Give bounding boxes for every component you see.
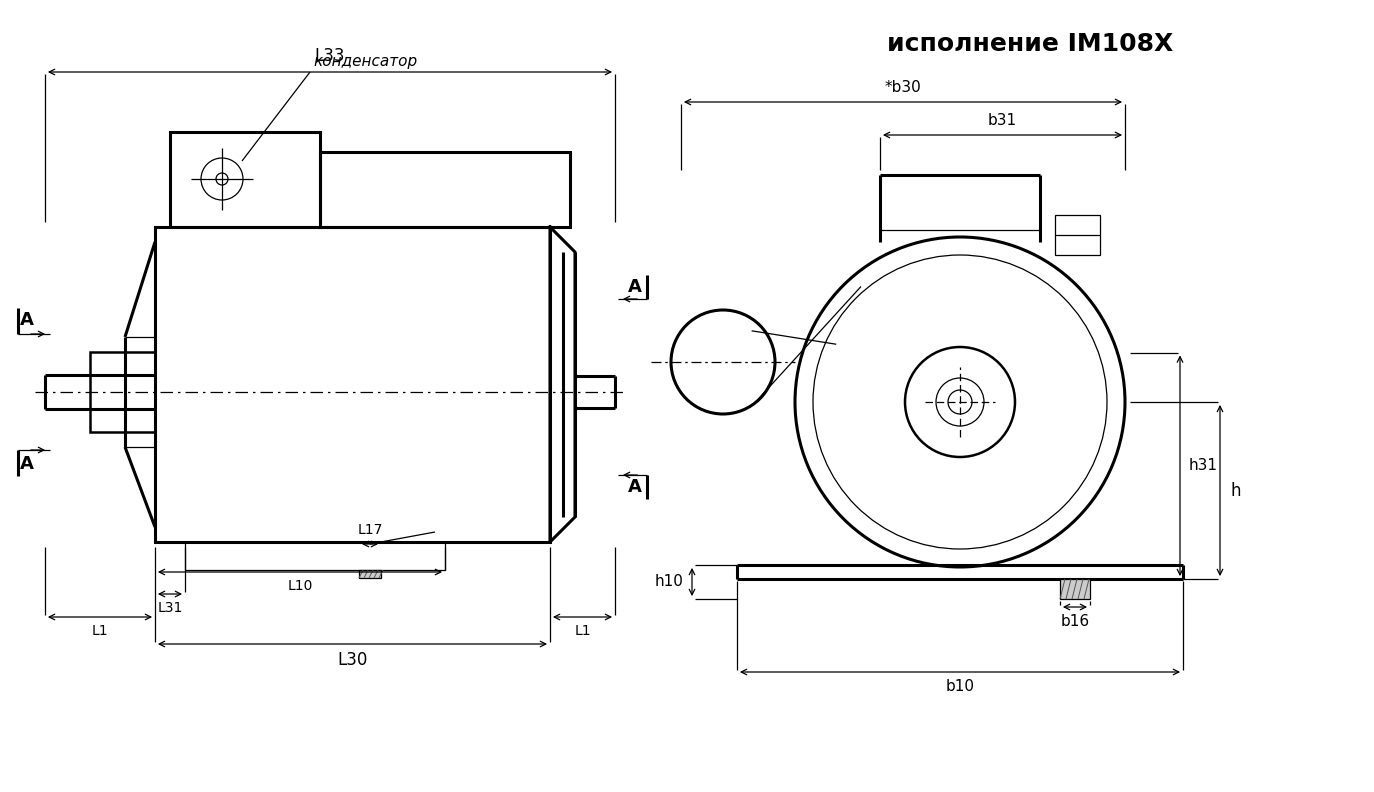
Bar bbox=[91, 352, 155, 432]
Text: A: A bbox=[628, 478, 642, 496]
Text: L33: L33 bbox=[315, 47, 345, 65]
Text: L31: L31 bbox=[157, 601, 183, 615]
Text: исполнение IM108X: исполнение IM108X bbox=[886, 32, 1173, 56]
Polygon shape bbox=[550, 227, 574, 542]
Text: A: A bbox=[21, 455, 34, 473]
Bar bbox=[185, 542, 445, 570]
Text: b31: b31 bbox=[988, 113, 1017, 128]
Text: h10: h10 bbox=[655, 574, 684, 589]
Text: b16: b16 bbox=[1061, 614, 1090, 629]
Text: конденсатор: конденсатор bbox=[313, 54, 418, 69]
Bar bbox=[320, 152, 570, 227]
Bar bbox=[1055, 215, 1101, 255]
Text: *b30: *b30 bbox=[885, 80, 922, 95]
Text: L17: L17 bbox=[357, 523, 383, 537]
Text: h: h bbox=[1230, 482, 1241, 500]
Bar bbox=[155, 227, 550, 542]
Text: h31: h31 bbox=[1189, 459, 1217, 474]
Bar bbox=[170, 132, 320, 227]
Text: L1: L1 bbox=[574, 624, 591, 638]
Text: L30: L30 bbox=[337, 651, 368, 669]
Text: L10: L10 bbox=[287, 579, 313, 593]
Text: A: A bbox=[21, 311, 34, 329]
Bar bbox=[1059, 579, 1090, 599]
Text: A: A bbox=[628, 278, 642, 296]
Bar bbox=[359, 570, 381, 578]
Text: b10: b10 bbox=[945, 679, 974, 694]
Text: L1: L1 bbox=[92, 624, 109, 638]
